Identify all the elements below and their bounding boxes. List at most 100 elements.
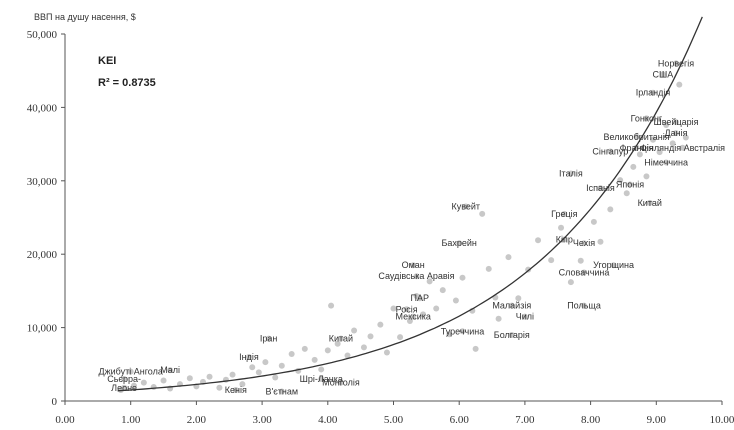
point-label: Кувейт xyxy=(451,201,480,211)
data-point xyxy=(515,295,522,302)
data-point xyxy=(403,306,410,313)
point-label: Угорщина xyxy=(593,260,634,270)
data-point xyxy=(459,274,466,281)
data-point xyxy=(377,321,384,328)
point-label: Саудівська Аравія xyxy=(378,271,454,281)
data-point xyxy=(456,240,463,247)
data-point xyxy=(505,254,512,261)
y-tick-label: 50,000 xyxy=(27,29,58,41)
data-point xyxy=(420,311,427,318)
data-point xyxy=(521,313,528,320)
point-label: ПАР xyxy=(411,293,429,303)
data-point xyxy=(636,151,643,158)
y-tick-label: 20,000 xyxy=(27,249,58,261)
annotation-r2: R² = 0.8735 xyxy=(98,77,156,89)
point-label: Туреччина xyxy=(441,326,484,336)
data-point xyxy=(627,181,634,188)
point-label: Кенія xyxy=(225,385,247,395)
data-point xyxy=(127,368,134,375)
data-point xyxy=(597,185,604,192)
point-label: Бахрейн xyxy=(441,238,476,248)
data-point xyxy=(406,317,413,324)
point-label: Джибуті Ангола xyxy=(99,367,163,377)
data-point xyxy=(682,134,689,141)
y-tick-label: 30,000 xyxy=(27,176,58,188)
data-point xyxy=(459,328,466,335)
data-point xyxy=(360,344,367,351)
data-point xyxy=(367,333,374,340)
x-tick-label: 4.00 xyxy=(318,414,338,426)
point-label: Оман xyxy=(402,260,425,270)
point-label: Великобританія xyxy=(604,132,670,142)
data-point xyxy=(249,364,256,371)
data-point xyxy=(590,218,597,225)
data-point xyxy=(413,273,420,280)
x-tick-label: 7.00 xyxy=(515,414,535,426)
data-point xyxy=(278,362,285,369)
annotation: KEI R² = 0.8735 xyxy=(98,55,156,89)
data-point xyxy=(659,71,666,78)
data-point xyxy=(673,60,680,67)
data-point xyxy=(663,159,670,166)
x-tick-label: 0.00 xyxy=(55,414,75,426)
x-tick-label: 8.00 xyxy=(581,414,601,426)
data-point xyxy=(581,269,588,276)
data-point xyxy=(656,149,663,156)
data-point xyxy=(577,257,584,264)
data-point xyxy=(229,371,236,378)
data-point xyxy=(426,278,433,285)
point-label: Китай xyxy=(329,334,353,344)
data-point xyxy=(669,140,676,147)
point-label: Гонконг xyxy=(631,113,663,123)
y-tick-label: 0 xyxy=(52,396,58,408)
data-point xyxy=(318,375,325,382)
data-point xyxy=(643,115,650,122)
data-point xyxy=(160,377,167,384)
data-point xyxy=(186,375,193,382)
data-point xyxy=(272,374,279,381)
data-point xyxy=(167,367,174,374)
data-point xyxy=(663,122,670,129)
x-tick-label: 2.00 xyxy=(187,414,207,426)
point-label: Іспанія xyxy=(586,183,615,193)
data-point xyxy=(676,81,683,88)
x-tick-label: 3.00 xyxy=(252,414,272,426)
data-point xyxy=(508,302,515,309)
data-point xyxy=(597,238,604,245)
data-point xyxy=(351,327,358,334)
data-point xyxy=(607,148,614,155)
data-point xyxy=(328,302,335,309)
data-point xyxy=(485,265,492,272)
data-point xyxy=(245,353,252,360)
point-label: Чехія xyxy=(573,238,595,248)
data-point xyxy=(337,379,344,386)
data-point xyxy=(633,144,640,151)
point-label: Фінляндія Австралія xyxy=(640,143,725,153)
data-point xyxy=(617,177,624,184)
data-point xyxy=(548,257,555,264)
point-label: Чилі xyxy=(516,312,534,322)
point-label: Монголія xyxy=(322,378,360,388)
data-point xyxy=(337,335,344,342)
data-point xyxy=(558,224,565,231)
point-label: Леоне xyxy=(111,383,137,393)
data-point xyxy=(344,352,351,359)
data-point xyxy=(525,266,532,273)
trendline-group xyxy=(117,16,703,392)
data-point xyxy=(301,345,308,352)
point-label: Данія xyxy=(665,128,688,138)
x-tick-label: 5.00 xyxy=(384,414,404,426)
data-point xyxy=(535,237,542,244)
data-point xyxy=(462,203,469,210)
point-label: Індія xyxy=(239,352,259,362)
data-points xyxy=(117,60,689,395)
point-label: Греція xyxy=(551,209,578,219)
data-point xyxy=(334,340,341,347)
data-point xyxy=(643,173,650,180)
data-point xyxy=(650,89,657,96)
point-label: Польща xyxy=(567,301,601,311)
data-point xyxy=(206,373,213,380)
data-point xyxy=(232,386,239,393)
